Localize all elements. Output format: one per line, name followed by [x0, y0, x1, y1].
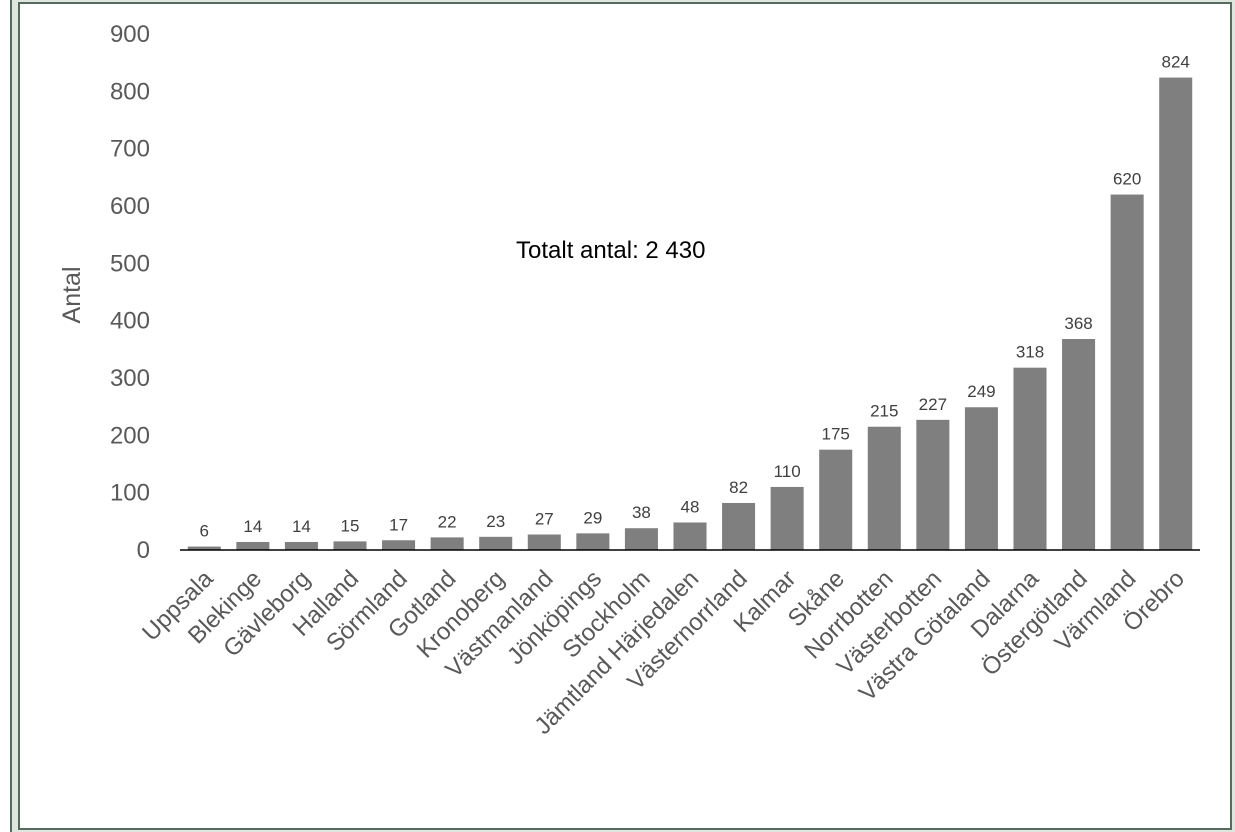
left-panel-edge: [0, 0, 12, 832]
data-label: 318: [1016, 343, 1044, 362]
data-label: 38: [632, 503, 651, 522]
data-label: 824: [1162, 53, 1190, 72]
data-label: 6: [200, 522, 209, 541]
data-label: 29: [583, 508, 602, 527]
bar: [527, 534, 561, 550]
y-tick-label: 500: [110, 250, 150, 277]
bar: [576, 533, 610, 550]
bar: [1110, 194, 1144, 551]
bar: [430, 537, 464, 550]
y-tick-label: 900: [110, 21, 150, 48]
data-label: 368: [1064, 314, 1092, 333]
y-axis-label: Antal: [58, 267, 86, 324]
data-label: 175: [822, 425, 850, 444]
y-axis-ticks: 0 100 200 300 400 500 600 700 800 900: [110, 21, 150, 564]
y-tick-label: 100: [110, 480, 150, 507]
bar: [722, 502, 756, 550]
bar: [819, 449, 853, 550]
data-label: 22: [438, 512, 457, 531]
bar: [479, 536, 513, 550]
bar: [1013, 367, 1047, 550]
data-labels: 6 14 14 15 17 22 23 27 29 38 48 82 110 175 215 227 249 31…: [200, 53, 1190, 541]
data-label: 249: [967, 382, 995, 401]
data-label: 23: [486, 512, 505, 531]
bar: [333, 541, 367, 550]
data-label: 82: [729, 478, 748, 497]
y-tick-label: 700: [110, 136, 150, 163]
y-tick-label: 0: [137, 537, 150, 564]
y-tick-label: 800: [110, 78, 150, 105]
bar: [1062, 339, 1096, 550]
bar: [673, 522, 707, 550]
bar: [770, 486, 804, 550]
data-label: 14: [243, 517, 262, 536]
bar: [236, 541, 270, 550]
bar: [1159, 77, 1193, 550]
x-axis-labels: UppsalaBlekingeGävleborgHallandSörmlandG…: [137, 565, 1190, 740]
y-tick-label: 400: [110, 308, 150, 335]
data-label: 17: [389, 515, 408, 534]
data-label: 110: [774, 462, 801, 481]
data-label: 14: [292, 517, 311, 536]
data-label: 227: [919, 395, 947, 414]
data-label: 620: [1113, 170, 1141, 189]
data-label: 15: [341, 516, 360, 535]
bar: [916, 419, 950, 550]
bar: [284, 541, 318, 550]
data-label: 48: [681, 497, 700, 516]
bar: [624, 528, 658, 550]
bars: [187, 77, 1193, 551]
y-tick-label: 300: [110, 365, 150, 392]
bar: [867, 426, 901, 550]
bar: [964, 407, 998, 550]
y-tick-label: 600: [110, 193, 150, 220]
total-annotation: Totalt antal: 2 430: [516, 237, 705, 264]
data-label: 27: [535, 510, 554, 529]
data-label: 215: [870, 402, 898, 421]
bar: [382, 540, 416, 550]
y-tick-label: 200: [110, 422, 150, 449]
bar: [187, 546, 221, 550]
